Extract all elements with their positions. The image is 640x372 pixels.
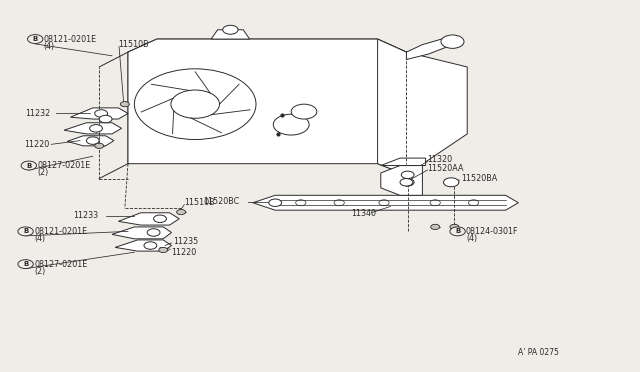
Text: B: B bbox=[33, 36, 38, 42]
Polygon shape bbox=[378, 39, 467, 175]
Circle shape bbox=[177, 209, 186, 215]
Polygon shape bbox=[118, 213, 179, 225]
Text: (4): (4) bbox=[35, 234, 45, 243]
Circle shape bbox=[154, 215, 166, 222]
Circle shape bbox=[291, 104, 317, 119]
Text: 11220: 11220 bbox=[172, 248, 196, 257]
Text: 08124-0301F: 08124-0301F bbox=[466, 227, 518, 236]
Text: 11340: 11340 bbox=[351, 209, 376, 218]
Circle shape bbox=[86, 137, 99, 144]
Circle shape bbox=[28, 35, 43, 44]
Polygon shape bbox=[67, 136, 114, 146]
Circle shape bbox=[134, 69, 256, 140]
Text: 08121-0201E: 08121-0201E bbox=[44, 35, 97, 44]
Circle shape bbox=[171, 90, 220, 118]
Polygon shape bbox=[128, 39, 406, 175]
Circle shape bbox=[431, 224, 440, 230]
Circle shape bbox=[273, 114, 309, 135]
Circle shape bbox=[269, 199, 282, 206]
Text: 11235: 11235 bbox=[173, 237, 198, 246]
Circle shape bbox=[400, 179, 413, 186]
Text: 11320: 11320 bbox=[428, 155, 452, 164]
Circle shape bbox=[450, 224, 459, 230]
Polygon shape bbox=[128, 41, 157, 164]
Circle shape bbox=[144, 242, 157, 249]
Polygon shape bbox=[70, 108, 128, 119]
Circle shape bbox=[468, 200, 479, 206]
Polygon shape bbox=[128, 39, 406, 52]
Circle shape bbox=[90, 125, 102, 132]
Circle shape bbox=[401, 171, 414, 179]
Circle shape bbox=[450, 227, 465, 236]
Circle shape bbox=[95, 143, 104, 148]
Circle shape bbox=[99, 115, 112, 123]
Text: B: B bbox=[23, 228, 28, 234]
Text: 11520BC: 11520BC bbox=[204, 197, 240, 206]
Text: 11233: 11233 bbox=[74, 211, 99, 220]
Circle shape bbox=[120, 102, 129, 107]
Polygon shape bbox=[64, 123, 122, 134]
Text: (4): (4) bbox=[466, 234, 477, 243]
Circle shape bbox=[21, 161, 36, 170]
Circle shape bbox=[334, 200, 344, 206]
Polygon shape bbox=[381, 158, 426, 166]
Text: (2): (2) bbox=[37, 169, 49, 177]
Text: 11520BA: 11520BA bbox=[461, 174, 497, 183]
Text: 11520AA: 11520AA bbox=[428, 164, 464, 173]
Text: 08127-0201E: 08127-0201E bbox=[37, 161, 90, 170]
Circle shape bbox=[95, 110, 108, 117]
Circle shape bbox=[430, 200, 440, 206]
Polygon shape bbox=[112, 227, 172, 239]
Polygon shape bbox=[406, 37, 458, 60]
Text: 11510B: 11510B bbox=[184, 198, 215, 207]
Circle shape bbox=[444, 178, 459, 187]
Text: 08121-0201E: 08121-0201E bbox=[35, 227, 88, 236]
Text: 11510B: 11510B bbox=[118, 40, 149, 49]
Polygon shape bbox=[253, 195, 518, 210]
Text: 11220: 11220 bbox=[24, 140, 49, 149]
Circle shape bbox=[159, 247, 168, 253]
Polygon shape bbox=[381, 166, 422, 195]
Circle shape bbox=[223, 25, 238, 34]
Circle shape bbox=[441, 35, 464, 48]
Text: 11232: 11232 bbox=[26, 109, 51, 118]
Text: B: B bbox=[23, 261, 28, 267]
Circle shape bbox=[18, 260, 33, 269]
Circle shape bbox=[147, 229, 160, 236]
Text: 08127-0201E: 08127-0201E bbox=[35, 260, 88, 269]
Polygon shape bbox=[115, 240, 172, 251]
Text: A' PA 0275: A' PA 0275 bbox=[518, 348, 559, 357]
Text: B: B bbox=[26, 163, 31, 169]
Circle shape bbox=[379, 200, 389, 206]
Text: (4): (4) bbox=[44, 42, 54, 51]
Circle shape bbox=[401, 179, 414, 186]
Circle shape bbox=[18, 227, 33, 236]
Text: B: B bbox=[455, 228, 460, 234]
Text: (2): (2) bbox=[35, 267, 46, 276]
Polygon shape bbox=[211, 30, 250, 39]
Circle shape bbox=[296, 200, 306, 206]
